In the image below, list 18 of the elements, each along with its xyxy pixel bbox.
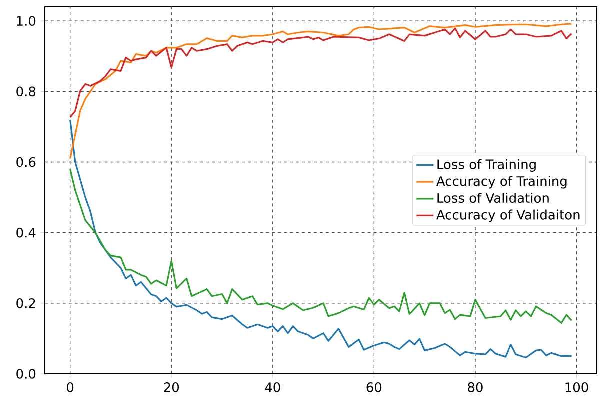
y-tick-label: 0.0 bbox=[16, 369, 36, 379]
legend-label: Loss of Training bbox=[438, 159, 536, 172]
y-tick-label: 1.0 bbox=[17, 16, 36, 26]
x-tick-label: 80 bbox=[468, 382, 483, 392]
legend-label: Accuracy of Training bbox=[436, 176, 567, 189]
x-tick-label: 40 bbox=[265, 382, 280, 392]
y-tick-label: 0.6 bbox=[16, 157, 36, 168]
x-tick-label: 20 bbox=[164, 382, 180, 392]
line-series bbox=[70, 23, 572, 160]
x-tick-label: 60 bbox=[366, 382, 382, 392]
legend-label: Loss of Validation bbox=[438, 192, 549, 204]
line-series bbox=[70, 28, 572, 118]
y-tick-label: 0.4 bbox=[16, 228, 36, 238]
y-tick-label: 0.8 bbox=[16, 86, 36, 97]
legend-label: Accuracy of Validaiton bbox=[436, 210, 580, 222]
x-tick-label: 0 bbox=[67, 382, 74, 392]
y-tick-label: 0.2 bbox=[16, 298, 36, 308]
x-tick-label: 100 bbox=[566, 382, 588, 392]
